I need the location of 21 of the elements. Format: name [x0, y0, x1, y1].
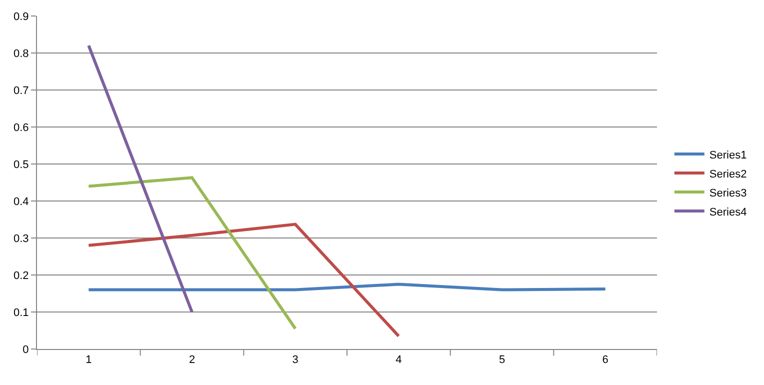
legend-label: Series3 — [709, 187, 747, 200]
legend-label: Series2 — [709, 168, 747, 180]
x-tick-label: 3 — [292, 354, 298, 366]
y-tick-label: 0.9 — [14, 10, 29, 23]
x-tick-label: 4 — [396, 354, 402, 366]
y-tick-label: 0.2 — [14, 270, 29, 282]
line-series — [87, 222, 400, 338]
legend-label: Series1 — [709, 149, 747, 162]
y-tick-label: 0.8 — [14, 48, 29, 60]
y-tick-label: 0.5 — [14, 158, 29, 171]
y-tick-label: 0.6 — [14, 122, 29, 134]
y-tick-label: 0.1 — [14, 306, 29, 319]
y-tick-label: 0 — [22, 344, 29, 356]
y-tick-label: 0.3 — [14, 232, 29, 245]
x-tick-label: 6 — [602, 354, 608, 366]
legend-label: Series4 — [709, 206, 747, 218]
y-tick-label: 0.7 — [14, 84, 29, 97]
x-tick-label: 1 — [86, 354, 92, 366]
x-tick-label: 2 — [188, 354, 196, 366]
y-tick-label: 0.4 — [14, 196, 29, 208]
x-tick-label: 5 — [498, 354, 506, 366]
